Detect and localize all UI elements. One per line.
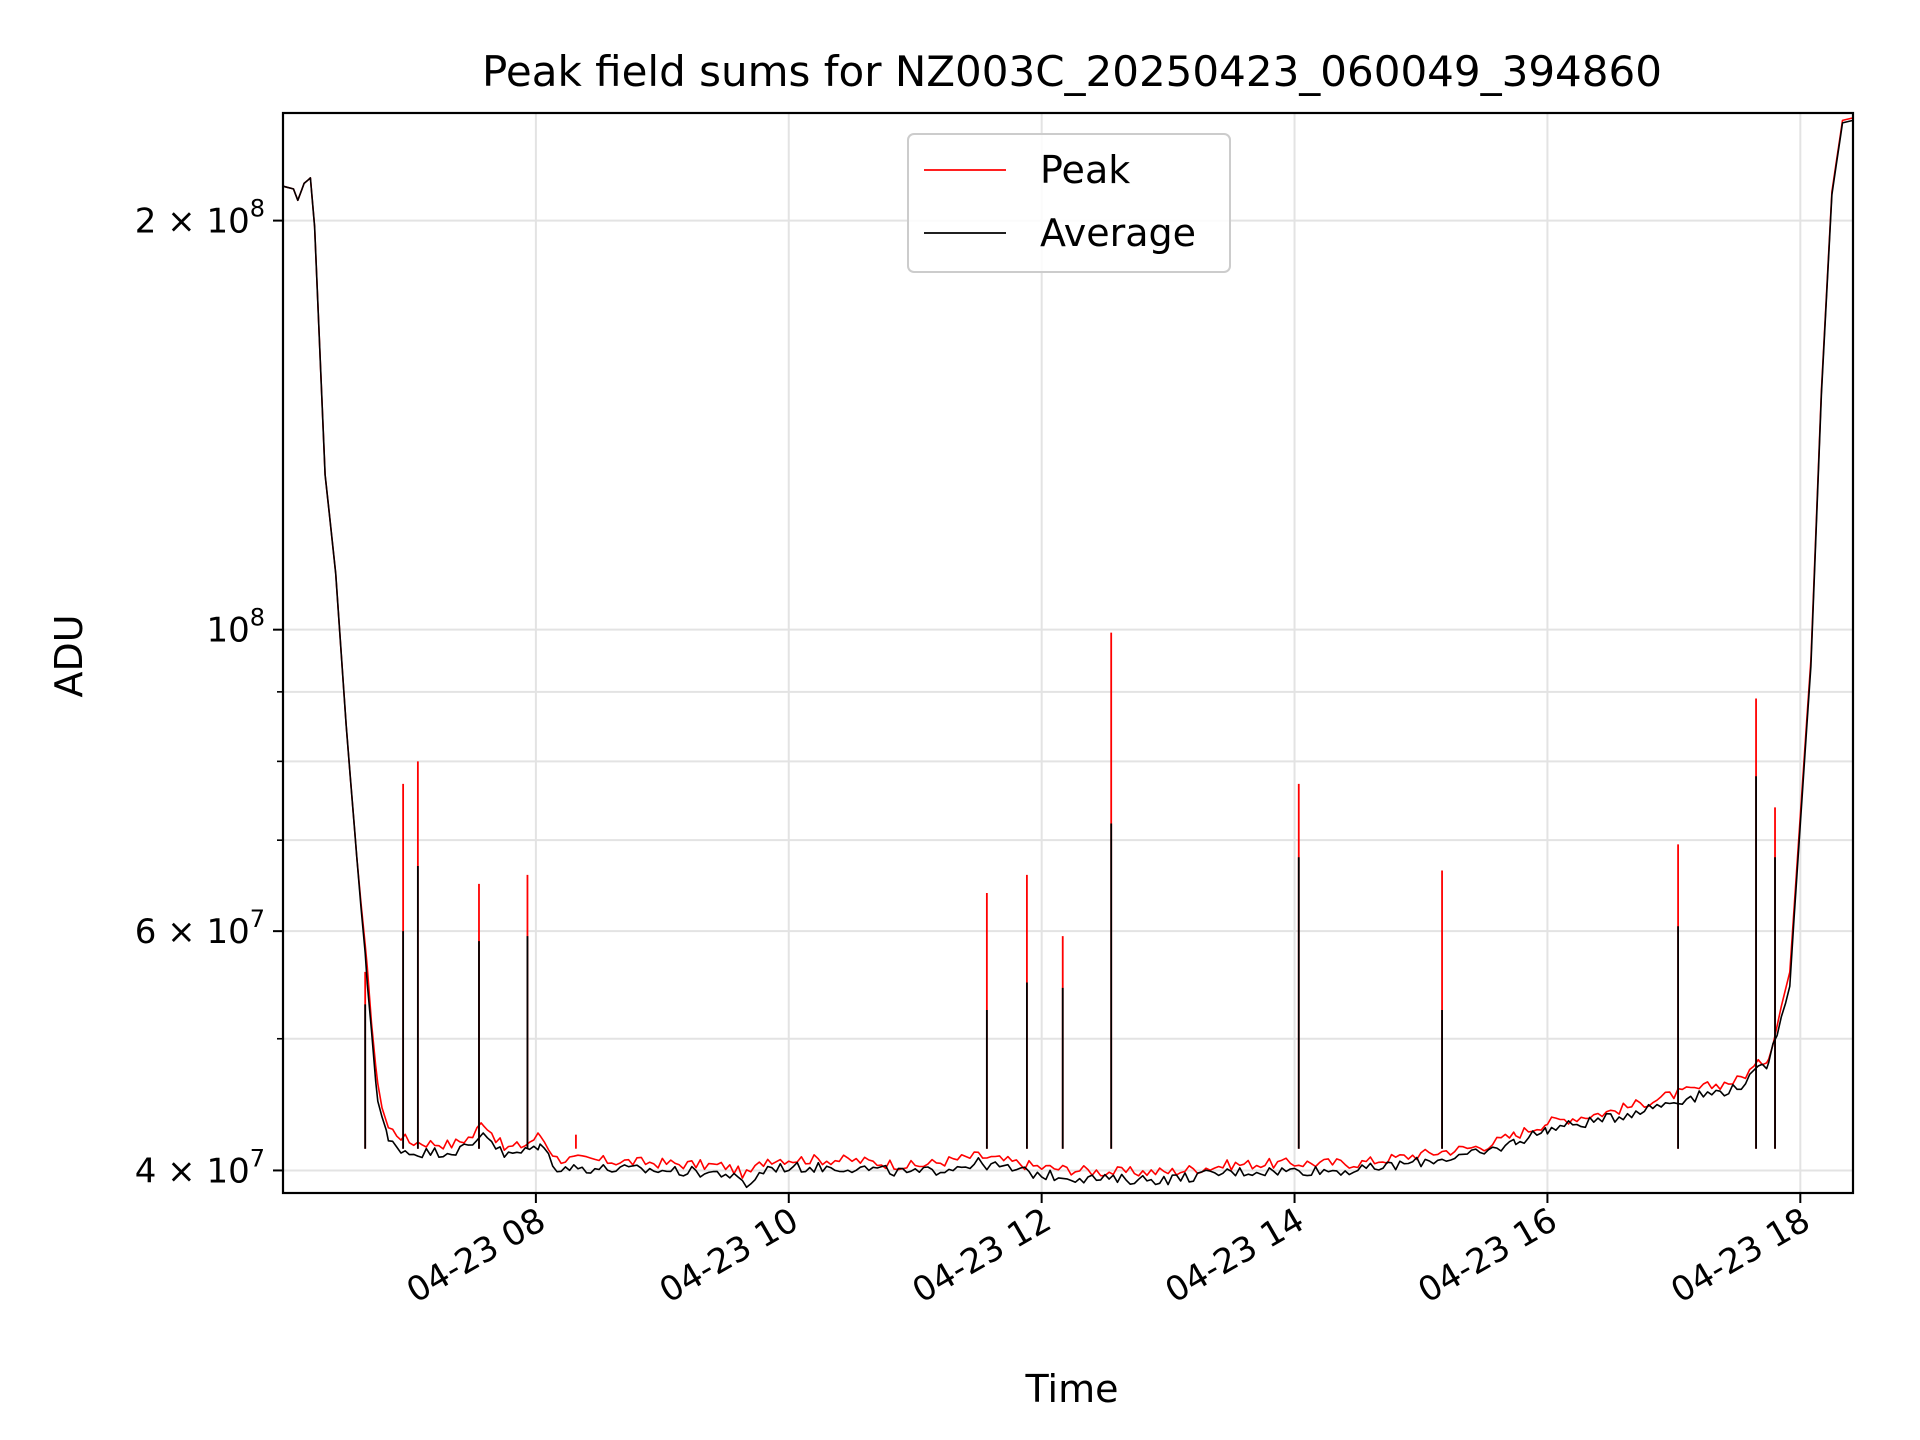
chart-title: Peak field sums for NZ003C_20250423_0600… <box>482 47 1662 96</box>
series-average <box>282 119 1854 1189</box>
legend-label-peak: Peak <box>1040 148 1130 192</box>
y-tick-label: 108 <box>206 604 265 651</box>
plot-frame <box>281 111 1855 1195</box>
axes <box>281 111 1855 1195</box>
legend: Peak Average <box>907 133 1231 273</box>
series-line-average <box>282 119 1854 1189</box>
y-tick-label: 6 × 107 <box>135 905 265 952</box>
y-tick-label: 2 × 108 <box>135 195 265 242</box>
legend-label-average: Average <box>1040 211 1196 255</box>
x-axis-label: Time <box>1025 1367 1119 1411</box>
y-axis-label: ADU <box>47 614 91 697</box>
series-layer <box>282 117 1854 1189</box>
y-axis-ticks: 4 × 107 6 × 107 108 2 × 108 <box>135 195 283 1191</box>
legend-box <box>907 133 1231 273</box>
y-tick-label: 4 × 107 <box>135 1144 265 1191</box>
